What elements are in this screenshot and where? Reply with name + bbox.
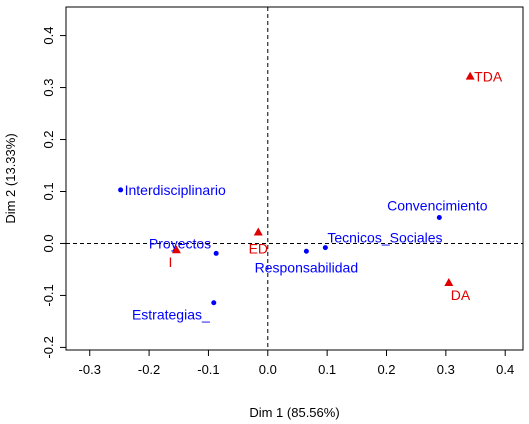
point-label: DA: [451, 287, 471, 303]
y-axis: -0.2 -0.1 0.0 0.1 0.2 0.3 0.4: [41, 27, 66, 359]
column-point: [253, 227, 263, 236]
y-tick-label: 0.1: [41, 182, 56, 200]
reference-lines: [66, 7, 523, 350]
point-label: Interdisciplinario: [125, 182, 226, 198]
x-tick-label: 0.4: [496, 362, 514, 377]
point-label: Proyectos: [149, 235, 211, 251]
y-tick-label: 0.3: [41, 79, 56, 97]
point-label: Estrategias_: [132, 307, 210, 323]
row-point: [118, 187, 124, 193]
y-tick-label: -0.1: [41, 284, 56, 306]
plot-frame: [65, 6, 524, 351]
point-label: Responsabilidad: [255, 259, 359, 275]
point-label: I: [169, 254, 173, 270]
y-tick-label: 0.0: [41, 234, 56, 252]
column-point: [444, 277, 454, 286]
row-point: [211, 300, 217, 306]
y-tick-label: 0.2: [41, 130, 56, 148]
column-point: [465, 71, 475, 80]
points-layer: Interdisciplinario Proyectos Estrategias_ R…: [118, 69, 503, 323]
x-tick-label: -0.2: [138, 362, 160, 377]
point-label: ED: [249, 241, 268, 257]
point-label: Tecnicos_Sociales: [327, 230, 442, 246]
row-point: [322, 245, 328, 251]
point-label: TDA: [474, 69, 503, 85]
x-tick-label: 0.0: [259, 362, 277, 377]
x-tick-label: -0.3: [79, 362, 101, 377]
y-axis-label: Dim 2 (13.33%): [3, 133, 18, 223]
y-tick-label: -0.2: [41, 336, 56, 358]
x-tick-label: 0.1: [318, 362, 336, 377]
row-point: [303, 248, 309, 254]
x-axis-label: Dim 1 (85.56%): [249, 405, 339, 420]
point-label: Convencimiento: [387, 197, 488, 213]
x-tick-label: 0.3: [437, 362, 455, 377]
x-tick-label: 0.2: [377, 362, 395, 377]
row-point: [213, 250, 219, 256]
x-tick-label: -0.1: [197, 362, 219, 377]
column-point: [171, 245, 181, 254]
row-point: [436, 214, 442, 220]
x-axis: -0.3 -0.2 -0.1 0.0 0.1 0.2 0.3 0.4: [79, 350, 514, 377]
y-tick-label: 0.4: [41, 27, 56, 45]
